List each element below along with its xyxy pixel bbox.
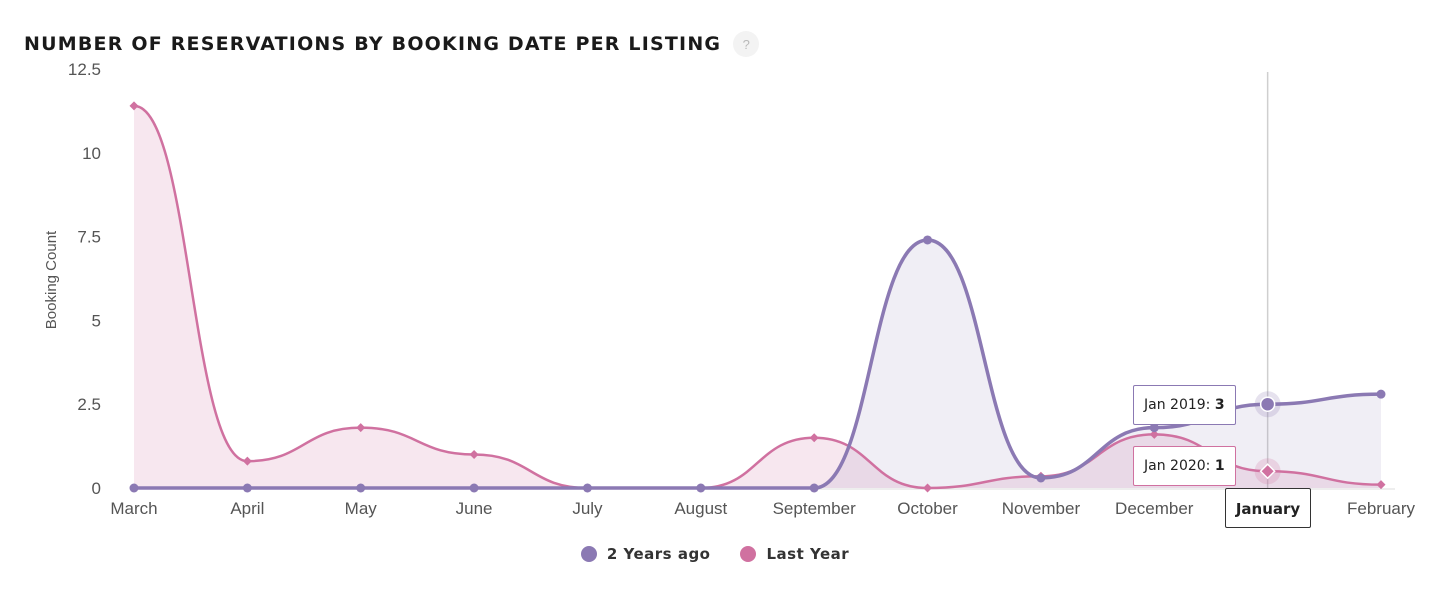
- legend-item-2-years-ago[interactable]: 2 Years ago: [580, 545, 711, 563]
- legend: 2 Years ago Last Year: [0, 545, 1430, 563]
- y-tick-label: 2.5: [77, 395, 101, 414]
- data-point: [129, 101, 139, 111]
- x-tick-label: July: [572, 499, 603, 518]
- data-point: [469, 483, 479, 493]
- legend-label-last-year: Last Year: [766, 545, 850, 563]
- data-point: [923, 483, 933, 493]
- legend-marker-2-years-ago: [580, 546, 597, 562]
- data-point: [1376, 389, 1386, 399]
- x-axis-highlight-label: January: [1225, 488, 1311, 528]
- data-point: [469, 449, 479, 459]
- data-point: [809, 483, 819, 493]
- series-area: [134, 239, 1381, 488]
- data-point: [696, 483, 706, 493]
- data-point: [356, 483, 366, 493]
- x-tick-label: April: [230, 499, 264, 518]
- x-tick-label: August: [674, 499, 727, 518]
- data-point: [242, 483, 252, 493]
- tooltip-value: 3: [1214, 397, 1225, 413]
- y-tick-label: 12.5: [68, 60, 101, 79]
- x-tick-label: December: [1115, 499, 1194, 518]
- highlight-point: [1259, 396, 1276, 412]
- data-point: [356, 423, 366, 433]
- data-point: [129, 483, 139, 493]
- tooltip-label: Jan 2019:: [1144, 397, 1215, 413]
- data-point: [1376, 480, 1386, 490]
- highlight-point: [1259, 463, 1276, 480]
- x-tick-label: May: [345, 499, 378, 518]
- tooltip-value: 1: [1214, 458, 1225, 474]
- data-point: [242, 456, 252, 466]
- data-point: [1149, 429, 1159, 439]
- x-tick-label: October: [897, 499, 958, 518]
- y-tick-label: 7.5: [77, 228, 101, 247]
- tooltip-last-year: Jan 2020: 1: [1133, 446, 1236, 486]
- y-tick-label: 0: [92, 479, 101, 498]
- x-tick-label: March: [110, 499, 157, 518]
- y-tick-label: 5: [92, 311, 101, 330]
- chart-title: NUMBER OF RESERVATIONS BY BOOKING DATE P…: [24, 33, 722, 55]
- legend-label-2-years-ago: 2 Years ago: [606, 545, 711, 563]
- data-point: [923, 235, 933, 245]
- data-point: [582, 483, 592, 493]
- data-point: [809, 433, 819, 443]
- x-tick-label: September: [773, 499, 856, 518]
- tooltip-2-years-ago: Jan 2019: 3: [1133, 385, 1236, 425]
- legend-marker-last-year: [740, 546, 757, 562]
- x-tick-label: November: [1002, 499, 1081, 518]
- legend-item-last-year[interactable]: Last Year: [740, 545, 849, 563]
- help-icon[interactable]: ?: [733, 31, 760, 57]
- x-tick-label: February: [1347, 499, 1416, 518]
- y-tick-label: 10: [82, 144, 101, 163]
- y-axis-label: Booking Count: [43, 230, 60, 329]
- data-point: [1036, 473, 1046, 483]
- chart-title-row: NUMBER OF RESERVATIONS BY BOOKING DATE P…: [24, 30, 760, 58]
- data-point: [1149, 423, 1159, 433]
- x-tick-label: June: [456, 499, 493, 518]
- tooltip-label: Jan 2020:: [1144, 458, 1215, 474]
